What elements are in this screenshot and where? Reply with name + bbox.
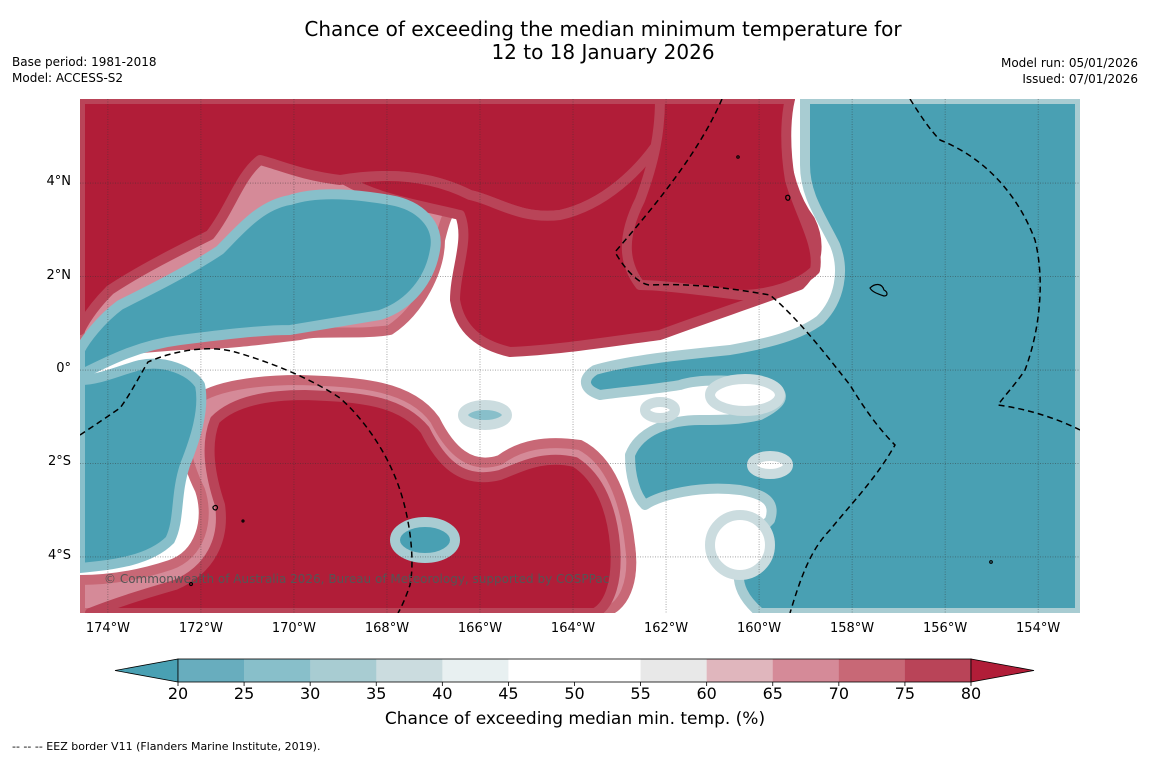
colorbar-tick-label: 55	[630, 684, 651, 703]
model-name: Model: ACCESS-S2	[12, 71, 124, 85]
colorbar-segment	[838, 659, 906, 682]
latitude-label: 4°S	[47, 547, 71, 563]
colorbar-segment	[178, 659, 245, 682]
title-line-1: Chance of exceeding the median minimum t…	[304, 17, 902, 41]
colorbar-tick-label: 45	[498, 684, 519, 703]
title-line-2: 12 to 18 January 2026	[491, 40, 715, 64]
islands	[188, 155, 993, 587]
colorbar-tick-label: 75	[894, 684, 916, 703]
colorbar-segment	[574, 659, 641, 682]
longitude-label: 154°W	[1016, 621, 1061, 636]
warm-region-south	[80, 375, 637, 613]
warm-region-north-center	[621, 99, 821, 300]
eez-borders	[80, 99, 1080, 613]
colorbar-title: Chance of exceeding median min. temp. (%…	[384, 709, 766, 729]
colorbar-tick-label: 20	[167, 684, 189, 703]
longitude-label: 172°W	[178, 621, 223, 636]
island-4	[736, 155, 740, 159]
island-5	[241, 519, 245, 523]
colorbar-tick-label: 50	[564, 684, 585, 703]
colorbar-segment	[442, 659, 509, 682]
cool-region-small	[390, 400, 512, 563]
longitude-label: 158°W	[829, 621, 875, 636]
longitude-label: 174°W	[85, 621, 130, 636]
copyright-notice: © Commonwealth of Australia 2026, Bureau…	[104, 572, 610, 586]
colorbar-segment	[772, 659, 840, 682]
map-fields	[80, 99, 1080, 613]
colorbar-tick-label: 80	[960, 684, 982, 703]
colorbar-segment	[904, 659, 972, 682]
island-1	[869, 283, 888, 297]
longitude-label: 170°W	[271, 621, 317, 636]
longitude-label: 160°W	[736, 621, 782, 636]
meta-left: Base period: 1981-2018 Model: ACCESS-S2	[12, 54, 157, 86]
base-period: Base period: 1981-2018	[12, 55, 157, 69]
island-2	[785, 194, 791, 201]
meta-right: Model run: 05/01/2026 Issued: 07/01/2026	[1001, 55, 1138, 87]
longitude-label: 168°W	[364, 621, 410, 636]
longitude-label: 164°W	[550, 621, 596, 636]
colorbar-segment	[244, 659, 311, 682]
colorbar-tick-label: 25	[233, 684, 255, 703]
cool-region-west	[80, 189, 441, 573]
colorbar-tick-label: 40	[432, 684, 453, 703]
colorbar-tick-label: 30	[299, 684, 321, 703]
eez-border-southwest	[80, 348, 413, 613]
neutral-patches	[640, 374, 793, 580]
colorbar-segment	[376, 659, 443, 682]
longitude-label: 156°W	[923, 621, 968, 636]
colorbar-extend-high	[970, 658, 1035, 683]
issued-date: Issued: 07/01/2026	[1022, 72, 1138, 86]
eez-border-north	[614, 99, 896, 613]
latitude-label: 4°N	[46, 174, 72, 190]
colorbar-segment	[640, 659, 707, 682]
eez-border-east	[909, 99, 1080, 431]
island-7	[188, 581, 194, 587]
colorbar-tick-label: 35	[366, 684, 387, 703]
colorbar	[114, 658, 1035, 686]
model-run: Model run: 05/01/2026	[1000, 56, 1138, 70]
colorbar-segment	[706, 659, 774, 682]
colorbar-extend-low	[114, 658, 179, 683]
eez-footnote: -- -- -- EEZ border V11 (Flanders Marine…	[12, 740, 321, 753]
colorbar-segment	[310, 659, 377, 682]
map-title: Chance of exceeding the median minimum t…	[0, 18, 1150, 64]
longitude-label: 166°W	[457, 621, 503, 636]
latitude-label: 0°	[56, 361, 71, 377]
latitude-label: 2°S	[47, 454, 71, 470]
latitude-label: 2°N	[46, 267, 72, 283]
colorbar-segment	[508, 659, 575, 682]
colorbar-tick-label: 70	[828, 684, 849, 703]
island-6	[989, 560, 993, 564]
map-grid	[80, 99, 1080, 613]
island-3	[212, 504, 219, 511]
colorbar-tick-label: 60	[696, 684, 717, 703]
colorbar-tick-label: 65	[762, 684, 783, 703]
longitude-label: 162°W	[643, 621, 689, 636]
